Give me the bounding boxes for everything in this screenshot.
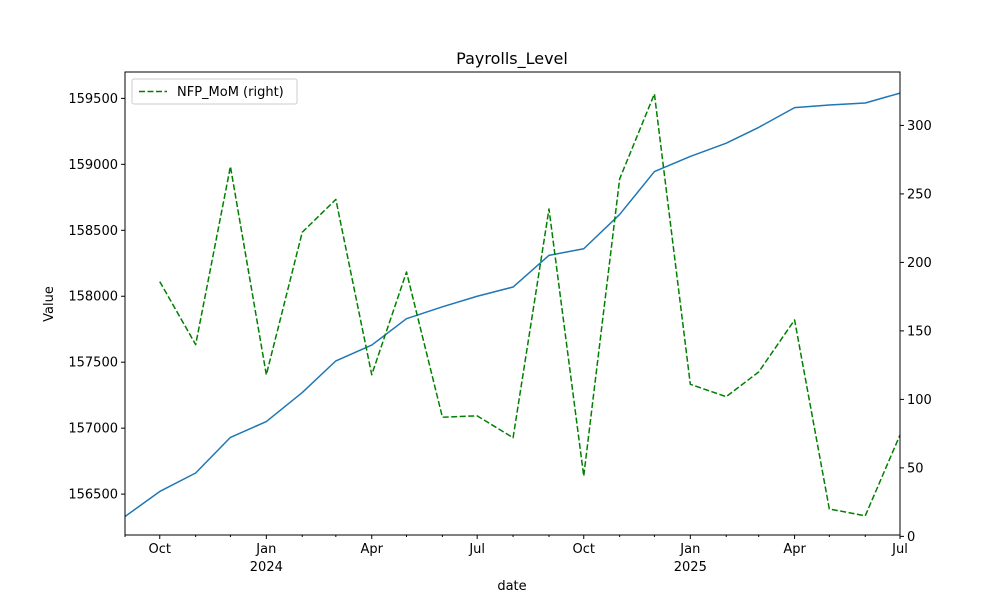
legend-box <box>131 78 298 105</box>
x-tick-year-label: 2024 <box>250 560 283 575</box>
right-y-tick-label: 100 <box>907 393 932 408</box>
x-tick-label: Jul <box>891 542 908 557</box>
series-line-payrolls-level <box>124 92 901 518</box>
right-y-tick-label: 50 <box>907 461 924 476</box>
x-tick-label: Jan <box>255 542 276 557</box>
left-y-axis: 156500 157000 157500 158000 158500 159000 1595… <box>68 92 125 503</box>
x-tick-label: Apr <box>783 542 806 557</box>
x-axis: Oct Jan 2024 Apr Jul Oct Jan 2025 Apr Jul <box>124 535 908 575</box>
series-line-nfp-mom <box>159 93 901 517</box>
right-y-tick-label: 0 <box>907 530 915 545</box>
left-y-tick-label: 159000 <box>68 158 118 173</box>
x-tick-year-label: 2025 <box>674 560 707 575</box>
x-tick-label: Jan <box>679 542 700 557</box>
right-y-axis: 0 50 100 150 200 250 300 <box>900 119 932 545</box>
left-y-tick-label: 159500 <box>68 92 118 107</box>
x-axis-label: date <box>497 579 526 594</box>
x-tick-label: Apr <box>360 542 383 557</box>
x-tick-label: Jul <box>468 542 485 557</box>
left-y-tick-label: 158500 <box>68 224 118 239</box>
right-y-tick-label: 200 <box>907 256 932 271</box>
x-tick-label: Oct <box>573 542 595 557</box>
left-y-tick-label: 158000 <box>68 290 118 305</box>
chart-title: Payrolls_Level <box>456 49 568 69</box>
right-y-tick-label: 250 <box>907 187 932 202</box>
left-y-tick-label: 157500 <box>68 356 118 371</box>
left-y-tick-label: 156500 <box>68 488 118 503</box>
plot-frame <box>124 71 901 536</box>
legend: NFP_MoM (right) <box>131 78 298 105</box>
x-tick-label: Oct <box>149 542 171 557</box>
plot-area <box>124 92 901 518</box>
right-y-tick-label: 150 <box>907 324 932 339</box>
left-y-tick-label: 157000 <box>68 422 118 437</box>
legend-label-nfp-mom: NFP_MoM (right) <box>177 85 284 100</box>
right-y-tick-label: 300 <box>907 119 932 134</box>
y-axis-label: Value <box>42 286 57 322</box>
